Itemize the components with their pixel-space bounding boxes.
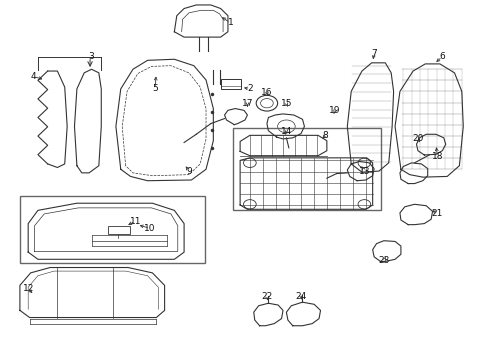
Text: 4: 4 (30, 72, 36, 81)
Text: 1: 1 (227, 18, 233, 27)
Text: 22: 22 (261, 292, 272, 301)
Text: 6: 6 (440, 52, 445, 61)
Text: 8: 8 (322, 131, 328, 140)
Text: 3: 3 (89, 52, 95, 61)
Text: 2: 2 (247, 84, 253, 93)
Bar (233, 128, 381, 210)
Text: 13: 13 (359, 167, 370, 176)
Text: 20: 20 (412, 134, 424, 143)
Bar (220, 79, 241, 89)
Text: 14: 14 (281, 127, 292, 136)
Bar (20, 196, 205, 263)
Bar (108, 226, 129, 234)
Text: 5: 5 (152, 84, 158, 93)
Text: 11: 11 (130, 217, 141, 226)
Text: 19: 19 (329, 106, 341, 115)
Text: 7: 7 (371, 49, 377, 58)
Text: 24: 24 (295, 292, 307, 301)
Text: 23: 23 (378, 256, 390, 265)
Text: 12: 12 (23, 284, 34, 293)
Text: 16: 16 (261, 88, 272, 97)
Text: 21: 21 (432, 210, 443, 219)
Text: 15: 15 (281, 99, 292, 108)
Text: 17: 17 (242, 99, 253, 108)
Text: 18: 18 (432, 152, 443, 161)
Text: 10: 10 (144, 224, 156, 233)
Text: 9: 9 (186, 167, 192, 176)
